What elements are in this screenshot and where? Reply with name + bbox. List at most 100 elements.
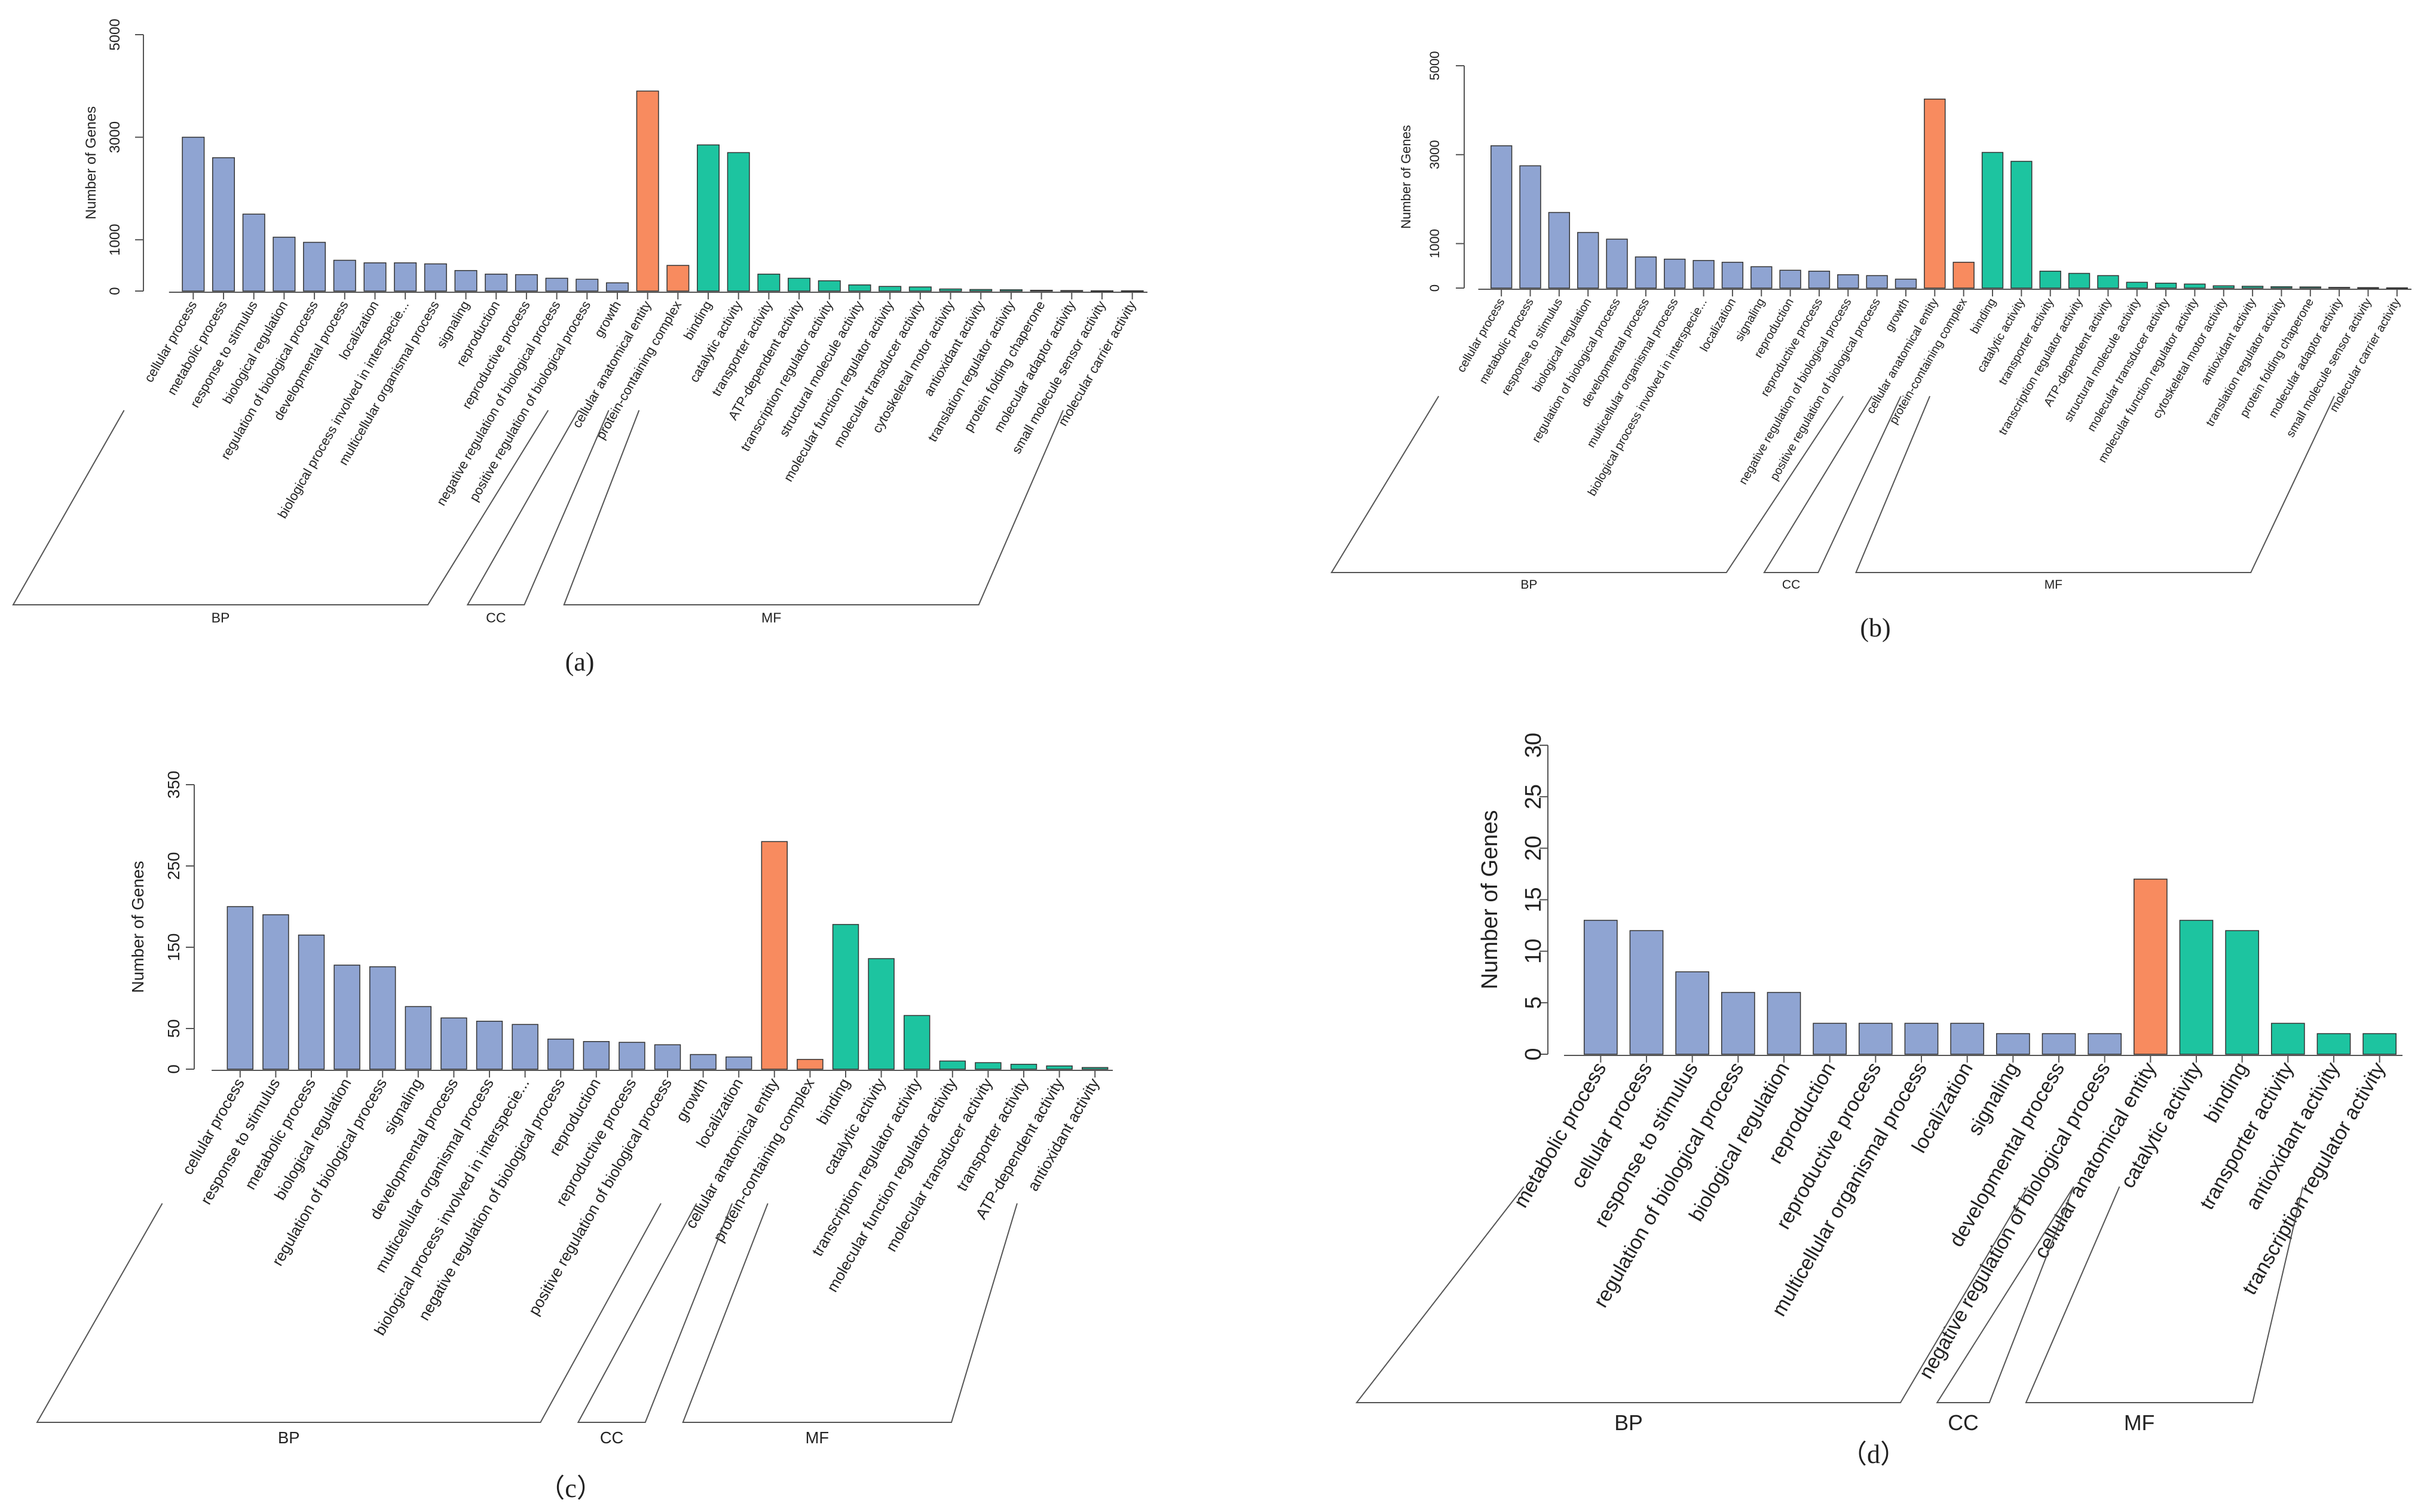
y-axis-label: Number of Genes bbox=[1477, 810, 1502, 990]
bar bbox=[2328, 287, 2351, 289]
group-bracket bbox=[1355, 1186, 2029, 1403]
bar bbox=[1904, 1023, 1939, 1055]
bar bbox=[424, 263, 447, 292]
y-tick-label: 0 bbox=[164, 1064, 183, 1074]
bar bbox=[1519, 165, 1541, 289]
group-bracket bbox=[466, 410, 610, 605]
bar bbox=[212, 157, 235, 292]
bar bbox=[405, 1006, 432, 1070]
bar bbox=[2270, 286, 2293, 289]
x-tick-label: binding bbox=[1968, 296, 1998, 336]
panel-d-caption: （d） bbox=[1841, 1440, 1906, 1469]
bar bbox=[1858, 1023, 1893, 1055]
bar bbox=[333, 259, 356, 292]
bar bbox=[1981, 152, 2004, 289]
bar bbox=[1635, 256, 1657, 289]
bar bbox=[2299, 286, 2321, 289]
group-bracket bbox=[1763, 396, 1902, 573]
bar bbox=[2126, 281, 2148, 289]
bar bbox=[2357, 287, 2379, 289]
group-label-cc: CC bbox=[600, 1428, 623, 1447]
bar bbox=[818, 280, 841, 292]
bar bbox=[1583, 920, 1618, 1055]
bar bbox=[440, 1017, 467, 1070]
bar bbox=[369, 966, 396, 1070]
y-tick-label: 250 bbox=[164, 852, 183, 880]
group-label-cc: CC bbox=[1948, 1411, 1979, 1435]
bar bbox=[2212, 285, 2235, 289]
bar bbox=[975, 1062, 1002, 1070]
bar bbox=[1721, 262, 1744, 289]
bar bbox=[761, 841, 788, 1070]
bar bbox=[545, 277, 568, 292]
bar bbox=[1996, 1033, 2030, 1055]
bar bbox=[690, 1054, 717, 1070]
y-tick-label: 1000 bbox=[107, 224, 123, 256]
x-tick-label: growth bbox=[672, 1075, 711, 1125]
group-bracket bbox=[1936, 1186, 2074, 1403]
bar bbox=[1950, 1023, 1985, 1055]
bar bbox=[1030, 289, 1053, 292]
bar bbox=[273, 237, 296, 292]
group-label-mf: MF bbox=[2045, 578, 2062, 592]
group-bracket bbox=[682, 1203, 1018, 1423]
bar bbox=[2316, 1033, 2351, 1055]
group-bracket bbox=[1330, 396, 1844, 573]
bar bbox=[583, 1041, 610, 1070]
bar bbox=[476, 1021, 503, 1070]
bar bbox=[2068, 273, 2091, 289]
bar bbox=[2010, 161, 2033, 289]
bar bbox=[515, 274, 538, 292]
bar bbox=[2154, 283, 2177, 289]
bar bbox=[1675, 971, 1710, 1055]
group-label-mf: MF bbox=[806, 1428, 829, 1447]
bar bbox=[485, 273, 508, 292]
bar bbox=[1767, 991, 1801, 1055]
bar bbox=[2362, 1033, 2397, 1055]
bar bbox=[2039, 270, 2061, 289]
bar bbox=[1010, 1064, 1037, 1070]
bar bbox=[697, 144, 720, 292]
y-tick-label: 3000 bbox=[107, 121, 123, 153]
bar bbox=[2179, 920, 2214, 1055]
bar bbox=[1606, 238, 1628, 289]
bar bbox=[363, 262, 387, 292]
bar bbox=[605, 282, 629, 292]
bar bbox=[1090, 290, 1113, 292]
x-tick-label: growth bbox=[591, 298, 624, 340]
group-bracket bbox=[577, 1203, 733, 1423]
bar bbox=[1046, 1065, 1073, 1070]
y-tick-label: 3000 bbox=[1427, 140, 1442, 169]
y-tick-label: 350 bbox=[164, 771, 183, 799]
bar bbox=[654, 1044, 681, 1070]
y-axis-label: Number of Genes bbox=[128, 861, 147, 993]
bar bbox=[868, 958, 895, 1070]
y-tick-label: 0 bbox=[107, 287, 123, 295]
bar bbox=[939, 288, 962, 292]
x-tick-label: growth bbox=[1883, 296, 1912, 334]
bar bbox=[298, 934, 325, 1070]
y-tick-label: 5 bbox=[1521, 996, 1546, 1009]
panel-b-caption: (b) bbox=[1860, 613, 1890, 642]
bar bbox=[2097, 275, 2119, 289]
bar bbox=[2386, 287, 2408, 289]
y-tick-label: 0 bbox=[1427, 284, 1442, 292]
bar bbox=[1813, 1023, 1847, 1055]
bar bbox=[832, 924, 859, 1070]
bar bbox=[939, 1060, 966, 1070]
y-tick-label: 15 bbox=[1521, 887, 1546, 912]
bar bbox=[1081, 1067, 1109, 1070]
bar bbox=[1629, 930, 1664, 1055]
bar bbox=[1060, 290, 1084, 292]
group-label-bp: BP bbox=[278, 1428, 299, 1447]
bar bbox=[2088, 1033, 2122, 1055]
bar bbox=[1750, 266, 1773, 289]
bar bbox=[1721, 991, 1755, 1055]
y-tick-label: 5000 bbox=[1427, 51, 1442, 81]
y-tick-label: 20 bbox=[1521, 835, 1546, 861]
y-axis-label: Number of Genes bbox=[83, 106, 99, 219]
bar bbox=[666, 265, 690, 292]
bar bbox=[262, 914, 289, 1070]
